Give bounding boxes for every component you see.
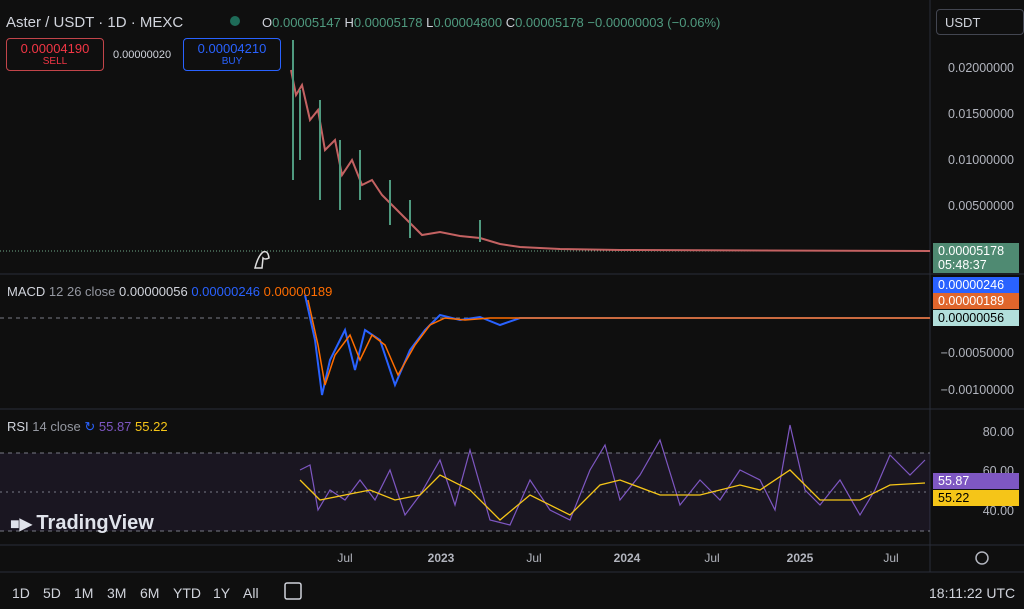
market-status (230, 16, 240, 26)
rsi-ma-line (299, 469, 926, 521)
element: O0.00005147 H0.00005178 L0.00004800 C0.0… (262, 15, 720, 30)
rsi-badge: 55.87 (933, 473, 1019, 489)
hist-badge: 0.00000056 (933, 310, 1019, 326)
range-button[interactable]: All (243, 585, 259, 601)
open-label: O (262, 15, 273, 30)
macd-badge: 0.00000246 (933, 277, 1019, 293)
price-axis-label: 0.01000000 (947, 153, 1014, 167)
range-button[interactable]: 5D (43, 585, 61, 601)
last-price: 0.00005178 (938, 244, 1005, 258)
macd-value: 0.00000246 (191, 284, 261, 299)
price-wicks (292, 40, 481, 242)
range-button[interactable]: 1D (12, 585, 30, 601)
range-button[interactable]: 1M (74, 585, 94, 601)
macd-axis-label: −0.00100000 (940, 383, 1014, 397)
close-value: 0.00005178 (515, 15, 584, 30)
macd-axis-label: −0.00050000 (940, 346, 1014, 360)
range-button[interactable]: YTD (173, 585, 201, 601)
element: ■▶ (10, 516, 37, 533)
currency-select[interactable]: USDT (936, 9, 1024, 35)
time-axis-label: Jul (526, 551, 542, 565)
element: ↻ (84, 419, 96, 434)
sell-label: SELL (42, 56, 68, 67)
element: TradingView (36, 512, 154, 534)
element: MACD 12 26 close 0.00000056 0.00000246 0… (7, 284, 332, 299)
price-axis-label: 0.02000000 (947, 61, 1014, 75)
rsi-ma-value: 55.22 (135, 419, 168, 434)
symbol: Aster / USDT · 1D · MEXC (6, 14, 184, 31)
macd-line (304, 294, 930, 396)
rsi-params: 14 close (32, 419, 81, 434)
mascot-icon (254, 250, 270, 269)
buy-label: BUY (221, 56, 243, 67)
price-candles (290, 69, 931, 252)
signal-line (307, 299, 930, 386)
high-value: 0.00005178 (353, 15, 423, 30)
close-label: C (505, 15, 516, 30)
change: −0.00000003 (−0.06%) (587, 15, 721, 30)
time-axis-label: Jul (883, 551, 899, 565)
time-axis-label: 2025 (786, 551, 814, 565)
low-label: L (426, 15, 434, 30)
time-axis-label: 2023 (427, 551, 455, 565)
low-value: 0.00004800 (433, 15, 503, 30)
sell-price: 0.00004190 (20, 41, 90, 56)
range-button[interactable]: 3M (107, 585, 127, 601)
macd-params: 12 26 close (48, 284, 116, 299)
signal-badge: 0.00000189 (933, 293, 1019, 309)
countdown: 05:48:37 (938, 258, 987, 272)
buy-price: 0.00004210 (197, 41, 267, 56)
spread: 0.00000020 (113, 49, 172, 61)
macd-signal: 0.00000189 (263, 284, 333, 299)
last-price-badge: 0.00005178 05:48:37 (933, 243, 1019, 273)
time-axis-label: Jul (337, 551, 353, 565)
sell-button[interactable]: 0.00004190 SELL (6, 38, 104, 71)
rsi-value: 55.87 (98, 419, 132, 434)
range-button[interactable]: 6M (140, 585, 160, 601)
time-axis-label: 2024 (613, 551, 641, 565)
range-button[interactable]: 1Y (213, 585, 231, 601)
rsi-axis-label: 40.00 (982, 504, 1014, 518)
open-value: 0.00005147 (272, 15, 341, 30)
price-axis-label: 0.01500000 (947, 107, 1014, 121)
time-axis-label: Jul (704, 551, 720, 565)
element: RSI 14 close ↻ 55.87 55.22 (7, 419, 168, 435)
rsi-ma-badge: 55.22 (933, 490, 1019, 506)
macd-title: MACD (7, 284, 46, 299)
date-range-icon[interactable] (284, 582, 302, 600)
macd-hist: 0.00000056 (119, 284, 188, 299)
rsi-line (299, 424, 926, 526)
rsi-axis-label: 80.00 (982, 425, 1014, 439)
high-label: H (344, 15, 354, 30)
settings-icon[interactable] (975, 551, 989, 565)
clock: 18:11:22 UTC (929, 585, 1016, 601)
buy-button[interactable]: 0.00004210 BUY (183, 38, 281, 71)
logo: ■▶ TradingView (10, 512, 154, 535)
price-axis-label: 0.00500000 (947, 199, 1014, 213)
rsi-title: RSI (7, 419, 29, 434)
